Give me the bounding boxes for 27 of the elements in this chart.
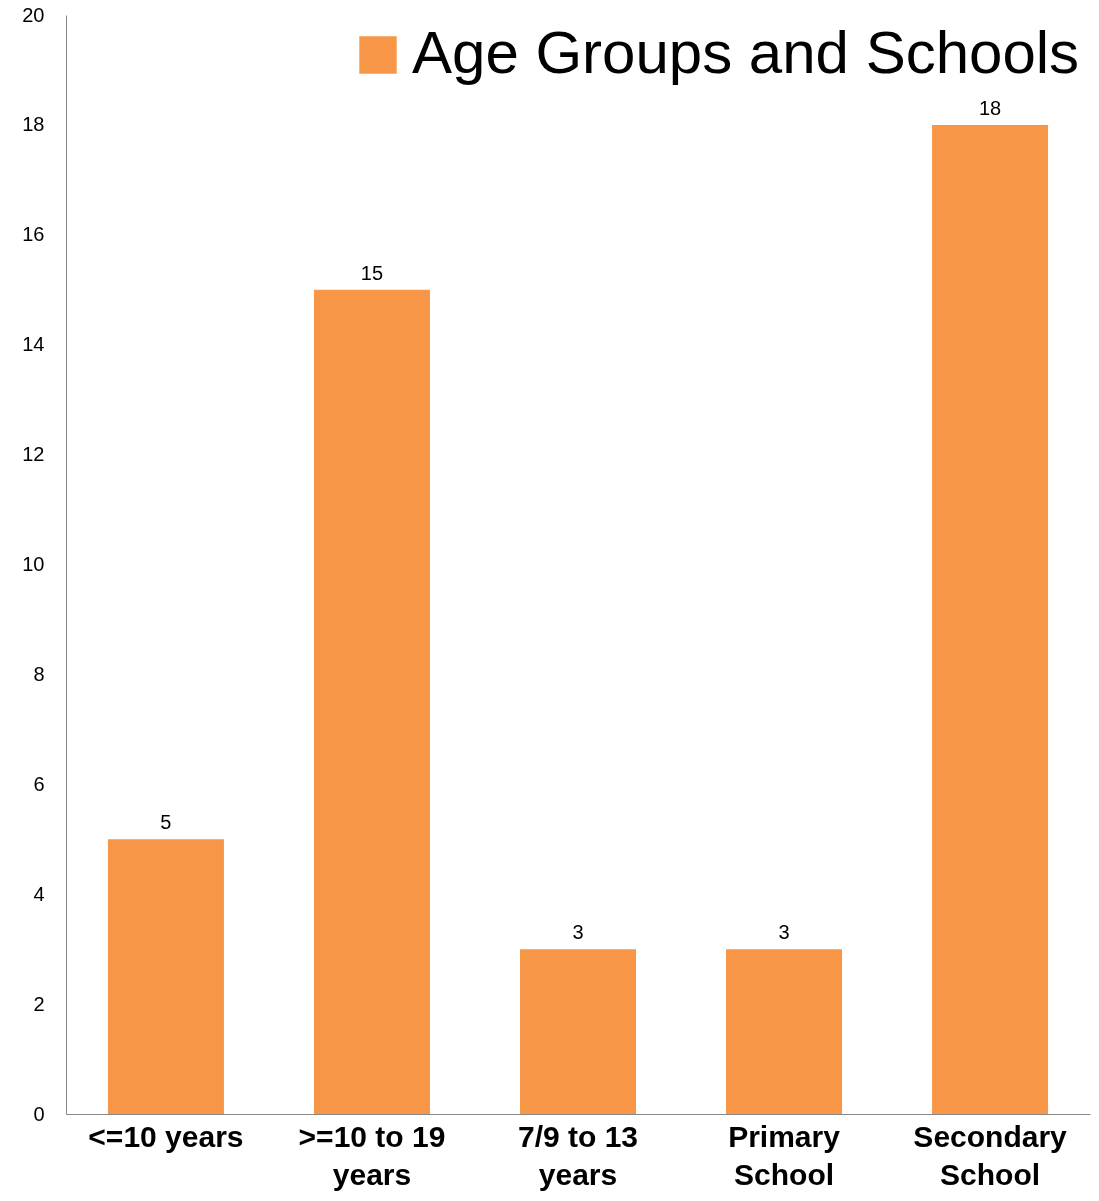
x-tick-label: >=10 to 19 years: [298, 1119, 446, 1191]
bar: [107, 839, 224, 1114]
x-tick-label: 7/9 to 13 years: [517, 1119, 639, 1191]
bar: [520, 949, 636, 1114]
x-tick-label: <=10 years: [88, 1119, 244, 1153]
data-label: 3: [572, 921, 584, 944]
data-label: 18: [978, 96, 1002, 119]
y-tick-label: 16: [22, 223, 45, 246]
y-tick-label: 10: [22, 553, 45, 575]
y-tick-label: 4: [33, 882, 45, 905]
y-tick-label: 20: [22, 3, 45, 26]
y-tick-label: 0: [33, 1102, 45, 1125]
y-tick-label: 2: [33, 992, 45, 1015]
data-label: 3: [778, 921, 790, 944]
data-label: 5: [160, 811, 172, 834]
bar: [313, 289, 430, 1114]
y-tick-label: 12: [22, 443, 45, 466]
y-tick-label: 6: [33, 772, 45, 795]
x-tick-label: Primary School: [728, 1119, 841, 1191]
legend-label: Age Groups and Schools: [412, 19, 1080, 86]
y-tick-label: 14: [22, 333, 45, 356]
bar: [726, 949, 843, 1114]
y-tick-label: 8: [33, 662, 45, 685]
y-tick-label: 18: [22, 113, 45, 136]
bar: [932, 124, 1049, 1114]
data-label: 15: [360, 261, 384, 284]
x-tick-label: Secondary School: [913, 1119, 1068, 1191]
